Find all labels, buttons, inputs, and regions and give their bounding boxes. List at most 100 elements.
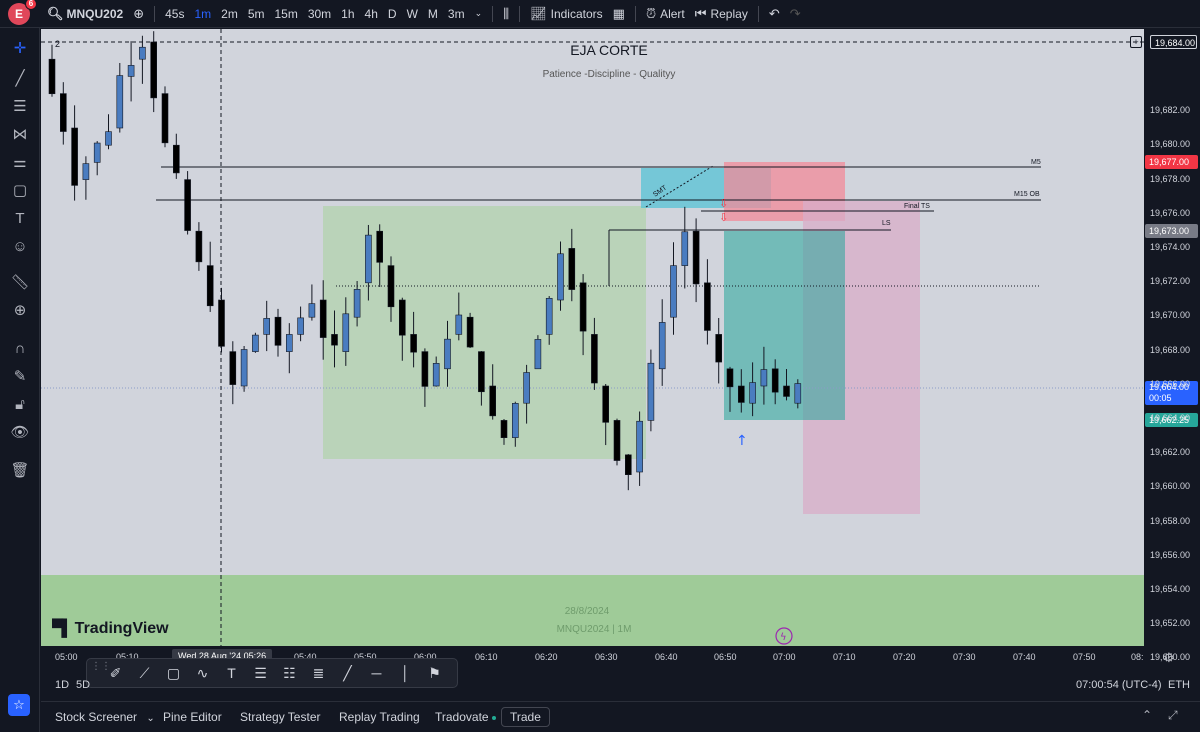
lightning-icon: ϟ — [780, 632, 787, 643]
candle-body — [591, 334, 598, 384]
candle-body — [93, 142, 101, 163]
candle-body — [240, 349, 248, 387]
event-marker[interactable] — [775, 627, 793, 645]
tab-pine-editor[interactable]: Pine Editor — [163, 710, 222, 724]
horizontal-line-icon[interactable]: ─ — [371, 665, 382, 681]
interval-4h[interactable]: 4h — [364, 6, 378, 21]
pattern-icon[interactable]: ⋈ — [12, 126, 28, 143]
flag-icon[interactable]: ⚑ — [428, 664, 441, 681]
brush-icon[interactable]: ✐ — [109, 664, 122, 681]
watchlist-star-icon[interactable]: ☆ — [8, 694, 30, 716]
time-tick: 05:00 — [55, 652, 78, 662]
tab-trade[interactable]: Trade — [501, 707, 550, 727]
arrow-down-icon-2: ⇩ — [719, 211, 728, 224]
tab-strategy-tester[interactable]: Strategy Tester — [240, 710, 321, 724]
smt-dotted-line — [645, 165, 714, 208]
divider — [492, 5, 494, 22]
ray-icon[interactable]: ╱ — [343, 664, 352, 681]
floating-drawing-toolbar[interactable]: ⋮⋮ ✐ ⟋ ▢ ∿ T ☰ ☷ ≣ ╱ ─ │ ⚑ — [86, 658, 458, 688]
lock-icon[interactable]: 🔓︎ — [15, 395, 25, 413]
fib-extension-icon[interactable]: ☷ — [283, 664, 296, 681]
plus-circle-icon: ⊕ — [133, 5, 145, 21]
indicators-label: Indicators — [550, 6, 603, 21]
tab-stock-screener[interactable]: Stock Screener ⌄ — [55, 710, 155, 724]
range-1d[interactable]: 1D — [55, 679, 70, 691]
session-label[interactable]: ETH — [1168, 679, 1190, 691]
templates-button[interactable]: ▦ — [608, 0, 630, 28]
interval-3m[interactable]: 3m — [447, 6, 465, 21]
interval-45s[interactable]: 45s — [165, 6, 185, 21]
tab-replay-trading[interactable]: Replay Trading — [339, 710, 420, 724]
crosshair-icon[interactable]: ✛ — [13, 40, 27, 57]
gear-icon[interactable]: ⚙ — [1163, 650, 1175, 665]
label-m15-ob: M15 OB — [1014, 191, 1040, 198]
interval-dropdown[interactable]: ⌄ — [470, 0, 488, 28]
candle-body — [602, 385, 610, 423]
price-tick: 19,652.00 — [1150, 618, 1191, 629]
candle-body — [161, 93, 169, 144]
time-tick: 05:40 — [294, 652, 317, 662]
price-scale[interactable]: 19,684.00 19,677.00 19,673.00 19,664.00 … — [1144, 29, 1200, 662]
avatar[interactable]: E 6 — [8, 0, 37, 25]
candle-body — [771, 368, 779, 393]
replay-button[interactable]: ⏮ Replay — [690, 0, 753, 28]
interval-5m[interactable]: 5m — [247, 6, 265, 21]
interval-w[interactable]: W — [406, 6, 418, 21]
chart-type-button[interactable]: ⫼ — [498, 0, 514, 28]
symbol-search[interactable]: 🔍︎ MNQU202 — [42, 0, 128, 28]
forecast-icon[interactable]: ⚌ — [13, 154, 27, 171]
price-badge-red: 19,677.00 — [1145, 155, 1198, 169]
candle-body — [579, 282, 587, 332]
compare-symbol-button[interactable]: ⊕ — [128, 0, 149, 28]
maximize-icon[interactable]: ⤢ — [1168, 708, 1178, 722]
candle-body — [139, 46, 146, 60]
indicators-button[interactable]: 📈︎ Indicators — [525, 0, 608, 28]
interval-m[interactable]: M — [427, 6, 438, 21]
interval-30m[interactable]: 30m — [307, 6, 332, 21]
text-icon[interactable]: T — [15, 209, 25, 227]
zoom-in-icon[interactable]: ⊕ — [13, 302, 27, 319]
vertical-line-icon[interactable]: │ — [401, 665, 410, 681]
interval-1h[interactable]: 1h — [341, 6, 355, 21]
range-5d[interactable]: 5D — [76, 679, 91, 691]
alert-button[interactable]: ⏰︎ Alert — [641, 0, 690, 28]
legend-count[interactable]: 2 — [55, 39, 60, 49]
candle-body — [82, 163, 90, 180]
magnet-icon[interactable]: ∩ — [14, 339, 26, 357]
clock[interactable]: 07:00:54 (UTC-4) — [1076, 679, 1162, 691]
drag-handle-icon[interactable]: ⋮⋮ — [91, 661, 111, 672]
interval-2m[interactable]: 2m — [221, 6, 238, 21]
emoji-icon[interactable]: ☺ — [12, 237, 28, 255]
redo-button[interactable]: ↷ — [785, 0, 806, 28]
draw-mode-icon[interactable]: ✎ — [13, 368, 27, 385]
candle-body — [353, 289, 361, 318]
interval-d[interactable]: D — [387, 6, 397, 21]
rectangle-icon[interactable]: ▢ — [166, 664, 181, 681]
ruler-icon[interactable]: 📏︎ — [10, 274, 30, 291]
trash-icon[interactable]: 🗑︎ — [10, 462, 30, 479]
undo-button[interactable]: ↶ — [764, 0, 785, 28]
path-icon[interactable]: ∿ — [196, 664, 209, 681]
replay-label: Replay — [710, 6, 748, 21]
interval-1m[interactable]: 1m — [194, 6, 212, 21]
eye-icon[interactable]: 👁︎ — [10, 424, 30, 441]
tab-tradovate[interactable]: Tradovate — [435, 710, 496, 724]
levels-icon[interactable]: ≣ — [312, 664, 325, 681]
bottom-panel-tabs: Stock Screener ⌄ Pine Editor Strategy Te… — [41, 701, 1200, 732]
badge-red-text: 19,677.00 — [1149, 157, 1190, 167]
interval-15m[interactable]: 15m — [274, 6, 298, 21]
candle-body — [749, 382, 756, 404]
chevron-up-icon[interactable]: ⌃ — [1142, 708, 1153, 722]
shapes-icon[interactable]: ▢ — [12, 182, 28, 199]
candle-body — [218, 299, 225, 347]
candle-body — [274, 316, 282, 346]
text-tool-icon[interactable]: T — [227, 665, 236, 681]
fib-retracement-icon[interactable]: ☰ — [254, 664, 267, 681]
fib-icon[interactable]: ☰ — [13, 98, 27, 115]
trend-line-icon[interactable]: ╱ — [15, 70, 25, 87]
plus-square-icon[interactable]: + — [1130, 36, 1142, 48]
chart-area[interactable]: EJA CORTE Patience -Discipline - Quality… — [41, 29, 1144, 646]
line-icon[interactable]: ⟋ — [139, 664, 150, 681]
price-tick: 19,656.00 — [1150, 549, 1191, 560]
